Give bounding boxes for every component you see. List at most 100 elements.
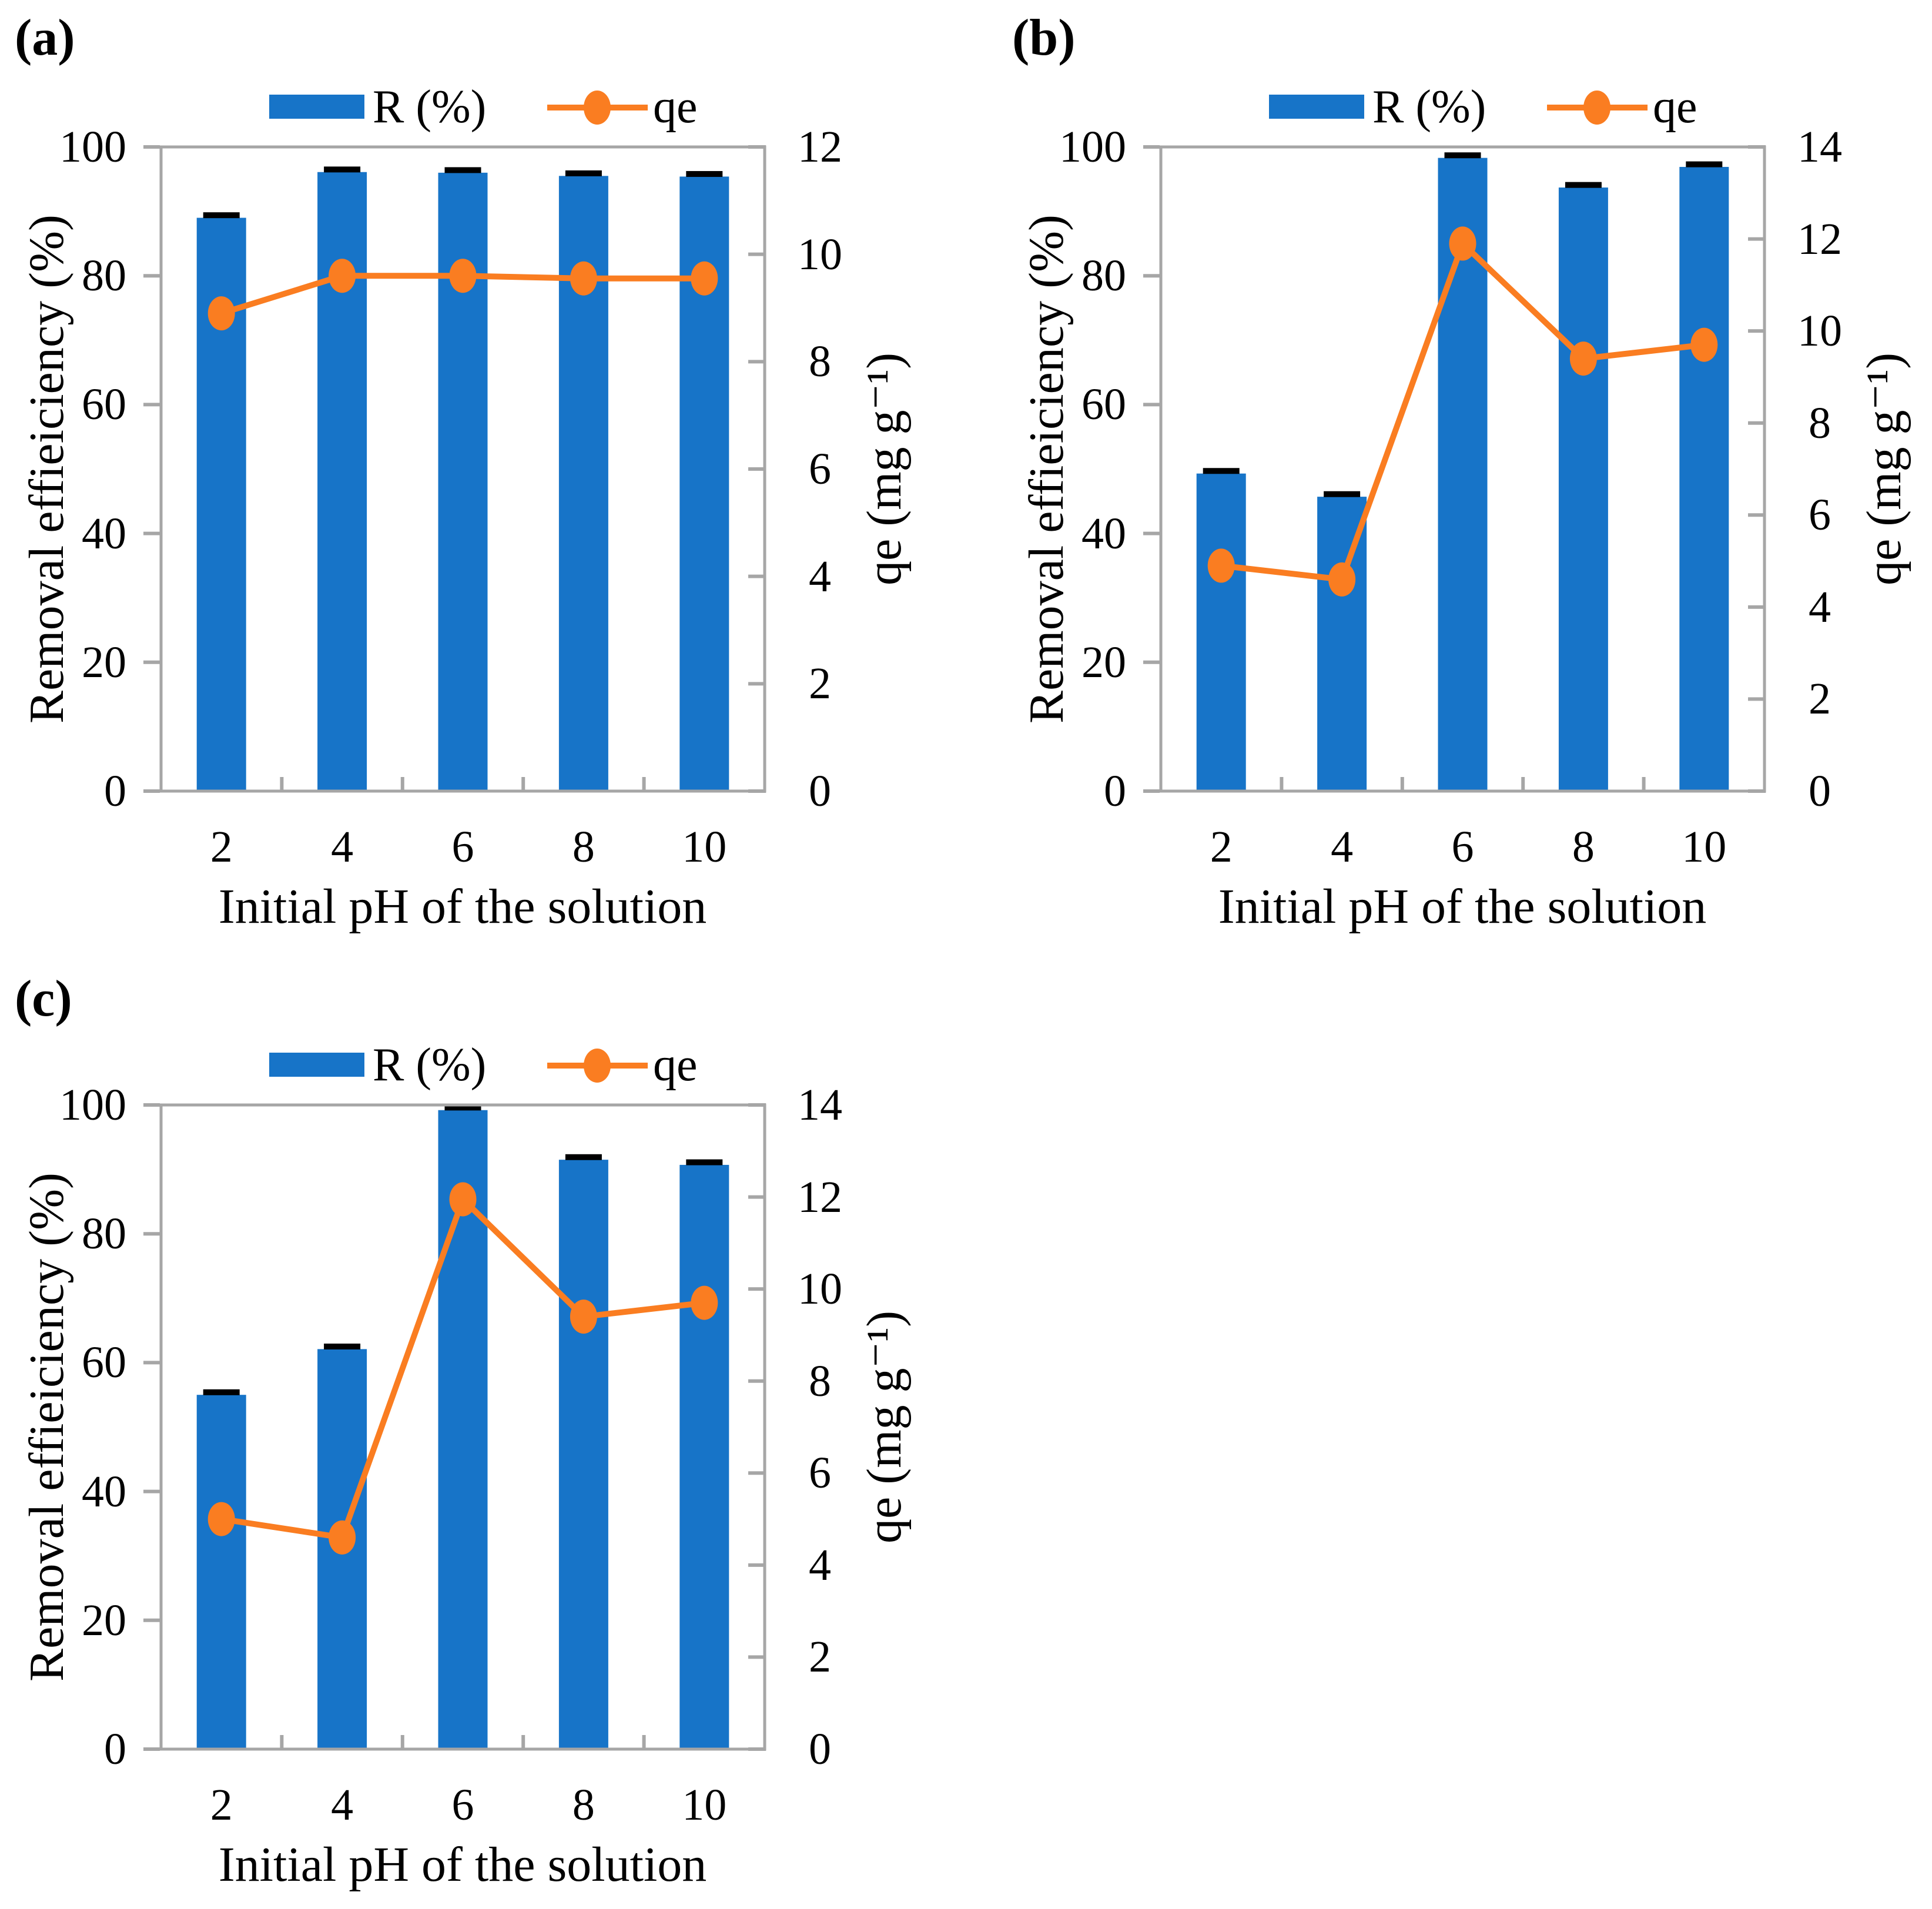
legend-line-label: qe <box>1653 81 1697 133</box>
data-marker <box>207 296 235 331</box>
data-marker <box>1328 562 1356 597</box>
x-tick-label: 6 <box>1451 822 1474 872</box>
error-bar <box>686 1159 723 1166</box>
x-tick-label: 10 <box>682 1780 727 1830</box>
bar <box>1317 497 1367 791</box>
bar <box>1196 473 1246 791</box>
x-tick-label: 4 <box>331 1780 354 1830</box>
data-marker <box>207 1502 235 1536</box>
plot-frame <box>159 1103 766 1751</box>
y-tick-label-right: 2 <box>809 659 831 709</box>
y-tick-label-right: 0 <box>1809 766 1831 816</box>
x-tick-label: 6 <box>451 1780 474 1830</box>
legend-bar-swatch <box>269 1053 364 1077</box>
y-tick-label-left: 20 <box>82 1595 126 1645</box>
y-tick-label-left: 40 <box>82 508 126 558</box>
y-tick-label-left: 20 <box>82 637 126 687</box>
y-tick-label-left: 60 <box>82 1338 126 1388</box>
x-tick-label: 10 <box>682 822 727 872</box>
error-bar <box>1444 152 1481 159</box>
y-tick-label-right: 6 <box>1809 490 1831 540</box>
bar <box>1558 187 1608 792</box>
y-tick-label-right: 12 <box>798 122 842 172</box>
x-tick-label: 10 <box>1682 822 1727 872</box>
y-tick-label-left: 80 <box>82 251 126 301</box>
data-marker <box>691 1285 718 1320</box>
bar <box>679 1164 729 1749</box>
bar <box>558 1160 608 1749</box>
data-marker <box>1449 226 1476 261</box>
data-marker <box>329 1520 356 1555</box>
x-tick-label: 2 <box>210 822 233 872</box>
legend-line-label: qe <box>653 81 698 133</box>
y-tick-label-right: 14 <box>798 1080 842 1130</box>
legend-line-marker-icon <box>584 1049 611 1083</box>
y-tick-label-left: 40 <box>1081 508 1126 558</box>
y-tick-label-left: 60 <box>1081 380 1126 430</box>
error-bar <box>203 212 240 219</box>
y-tick-label-right: 8 <box>809 337 831 387</box>
data-marker <box>570 261 597 296</box>
y-tick-label-right: 10 <box>798 1264 842 1314</box>
error-bar <box>324 1344 361 1349</box>
y-tick-label-right: 10 <box>1797 306 1842 356</box>
x-tick-label: 4 <box>331 822 354 872</box>
x-axis-label: Initial pH of the solution <box>218 879 707 934</box>
x-tick-label: 6 <box>451 822 474 872</box>
error-bar <box>324 166 361 173</box>
data-marker <box>1569 341 1597 376</box>
y-tick-label-right: 6 <box>809 1448 831 1498</box>
y-tick-label-left: 0 <box>104 1724 126 1774</box>
error-bar <box>444 1104 481 1111</box>
y-tick-label-right: 2 <box>1809 674 1831 724</box>
y-tick-label-left: 40 <box>82 1466 126 1516</box>
y-tick-label-right: 12 <box>1797 214 1842 264</box>
y-axis-right-label: qe (mg g⁻¹) <box>857 1310 912 1544</box>
error-bar <box>1565 182 1602 188</box>
y-tick-label-right: 14 <box>1797 122 1842 172</box>
data-marker <box>449 259 477 293</box>
x-axis-label: Initial pH of the solution <box>1218 879 1707 934</box>
y-tick-label-left: 60 <box>82 380 126 430</box>
panel-label-b: (b) <box>1012 9 1076 66</box>
plot-area <box>143 1103 766 1751</box>
legend-line-marker-icon <box>1583 91 1610 125</box>
legend-line-marker-icon <box>584 91 611 125</box>
y-tick-label-right: 2 <box>809 1632 831 1682</box>
bar <box>1438 158 1488 791</box>
y-tick-label-right: 0 <box>809 766 831 816</box>
plot-area <box>1143 145 1766 793</box>
error-bar <box>1203 468 1240 474</box>
panel-label-a: (a) <box>15 9 75 66</box>
error-bar <box>1324 491 1361 497</box>
x-tick-label: 8 <box>572 1780 595 1830</box>
panel-label-c: (c) <box>15 970 72 1027</box>
legend-bar-label: R (%) <box>373 1039 487 1091</box>
x-tick-label: 2 <box>1210 822 1233 872</box>
y-tick-label-left: 80 <box>1081 251 1126 301</box>
y-tick-label-left: 100 <box>59 122 126 172</box>
error-bar <box>444 167 481 173</box>
data-marker <box>449 1182 477 1217</box>
y-tick-label-left: 80 <box>82 1209 126 1259</box>
y-tick-label-right: 8 <box>809 1356 831 1406</box>
y-tick-label-right: 4 <box>1809 582 1831 632</box>
error-bar <box>1686 161 1723 168</box>
y-tick-label-left: 0 <box>104 766 126 816</box>
y-tick-label-left: 100 <box>59 1080 126 1130</box>
x-tick-label: 2 <box>210 1780 233 1830</box>
x-tick-label: 8 <box>572 822 595 872</box>
y-axis-right-label: qe (mg g⁻¹) <box>1857 352 1911 586</box>
bar <box>1679 166 1729 791</box>
y-tick-label-right: 8 <box>1809 398 1831 448</box>
error-bar <box>565 170 602 176</box>
plot-frame <box>1159 145 1766 793</box>
legend-bar-label: R (%) <box>1372 81 1486 133</box>
legend-bar-swatch <box>269 95 364 119</box>
data-marker <box>691 261 718 296</box>
error-bar <box>686 171 723 177</box>
error-bar <box>565 1154 602 1160</box>
y-tick-label-left: 20 <box>1081 637 1126 687</box>
legend-line-label: qe <box>653 1039 698 1091</box>
data-marker <box>570 1300 597 1334</box>
